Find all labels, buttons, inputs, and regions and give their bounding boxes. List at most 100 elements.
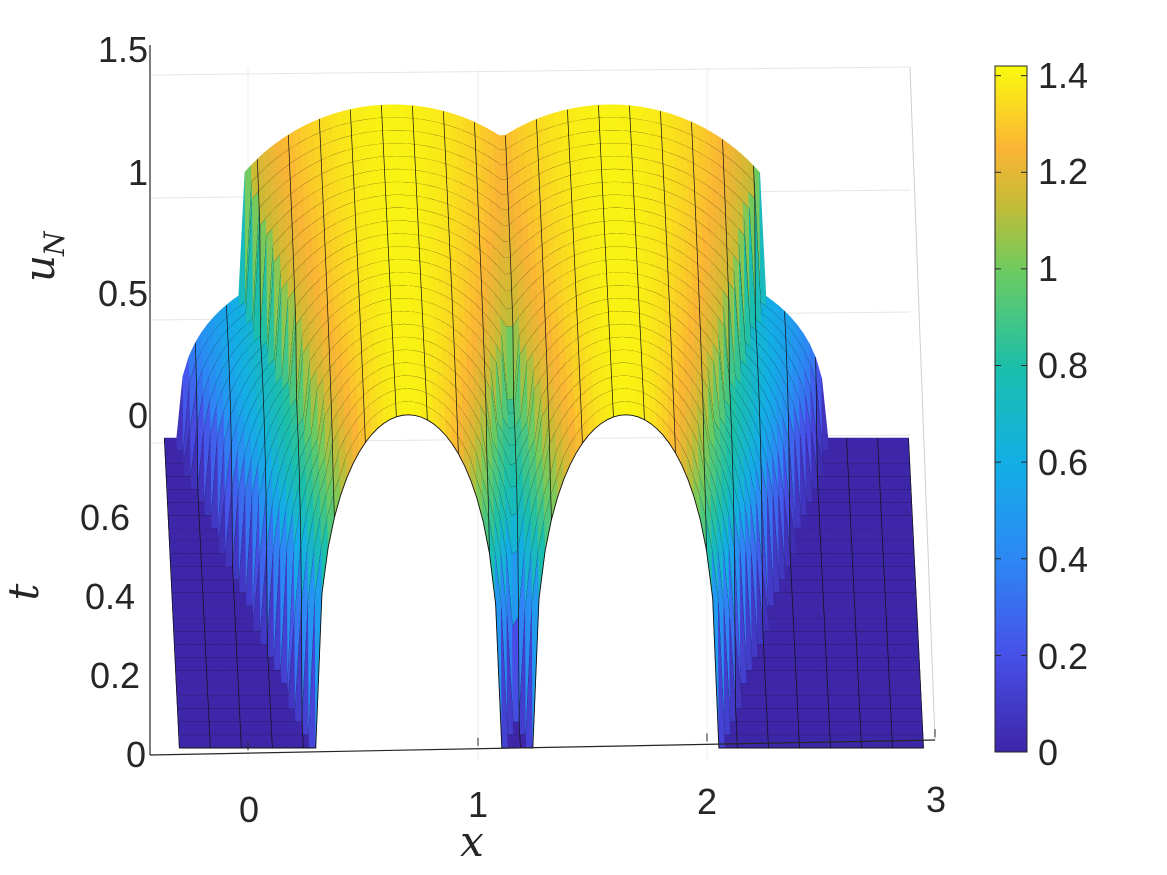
surface-patch xyxy=(620,311,628,325)
surface-patch xyxy=(840,708,849,723)
surface-patch xyxy=(660,110,668,127)
surface-patch xyxy=(846,437,854,452)
surface-patch xyxy=(419,261,428,277)
x-axis-label: x xyxy=(460,817,484,866)
surface-patch xyxy=(740,696,749,710)
surface-patch xyxy=(634,351,643,367)
surface-patch xyxy=(884,721,893,736)
surface-patch xyxy=(589,183,597,198)
surface-patch xyxy=(420,274,428,290)
surface-patch xyxy=(814,670,822,684)
surface-patch xyxy=(587,262,595,279)
surface-patch xyxy=(373,209,382,224)
surface-patch xyxy=(427,172,436,188)
surface-patch xyxy=(283,734,292,749)
mesh-line-t xyxy=(319,119,335,518)
surface-mesh xyxy=(163,104,924,749)
surface-patch xyxy=(869,528,877,542)
surface-patch xyxy=(858,553,866,568)
surface-patch xyxy=(188,683,196,697)
mesh-line-t xyxy=(908,437,924,749)
surface-patch xyxy=(619,169,628,184)
surface-patch xyxy=(384,299,392,315)
surface-patch xyxy=(420,145,428,160)
surface-patch xyxy=(410,324,418,339)
surface-patch xyxy=(648,134,657,150)
surface-patch xyxy=(504,273,512,292)
surface-patch xyxy=(379,195,387,210)
mesh-line-t xyxy=(474,122,490,554)
surface-patch xyxy=(624,130,632,145)
surface-patch xyxy=(863,541,872,555)
surface-patch xyxy=(845,683,854,697)
surface-patch xyxy=(353,173,361,190)
surface-patch xyxy=(854,605,862,620)
surface-patch xyxy=(893,644,901,658)
surface-patch xyxy=(799,631,808,645)
mesh-line-t xyxy=(381,105,397,417)
z-axis-ticks: 1.5 1 0.5 0 xyxy=(98,29,148,436)
surface-patch xyxy=(594,156,602,171)
surface-patch xyxy=(582,171,591,186)
surface-patch xyxy=(599,260,607,275)
surface-patch xyxy=(607,298,615,313)
t-tick-label: 0 xyxy=(126,734,146,775)
surface-patch xyxy=(394,259,403,274)
surface-patch xyxy=(268,683,277,697)
surface-patch xyxy=(850,644,858,658)
surface-patch xyxy=(799,618,807,633)
surface-patch xyxy=(247,631,256,645)
surface-patch xyxy=(398,207,406,222)
surface-patch xyxy=(861,618,869,633)
surface-patch xyxy=(729,721,738,736)
surface-patch xyxy=(834,708,842,723)
surface-patch xyxy=(653,109,662,125)
surface-patch xyxy=(637,274,645,290)
surface-patch xyxy=(842,618,851,633)
surface-patch xyxy=(232,696,240,710)
surface-patch xyxy=(877,450,886,465)
surface-patch xyxy=(617,130,626,145)
surface-patch xyxy=(433,160,441,177)
surface-patch xyxy=(191,489,199,503)
surface-patch xyxy=(841,592,849,607)
surface-patch xyxy=(630,389,638,405)
surface-patch xyxy=(841,463,849,478)
surface-patch xyxy=(752,683,761,697)
surface-patch xyxy=(214,721,223,736)
surface-patch xyxy=(822,463,831,478)
surface-patch xyxy=(862,515,870,529)
surface-patch xyxy=(204,644,213,658)
surface-patch xyxy=(883,566,891,581)
surface-patch xyxy=(897,463,905,478)
surface-patch xyxy=(740,683,748,697)
surface-patch xyxy=(753,696,761,710)
surface-patch xyxy=(742,721,750,736)
surface-patch xyxy=(390,298,398,313)
surface-patch xyxy=(767,734,776,749)
surface-patch xyxy=(240,618,249,633)
surface-patch xyxy=(820,670,828,684)
mesh-line-t xyxy=(629,105,645,420)
surface-patch xyxy=(897,592,905,607)
surface-patch xyxy=(183,579,191,594)
surface-patch xyxy=(172,605,180,620)
surface-patch xyxy=(600,273,608,288)
surface-patch xyxy=(859,463,868,478)
surface-patch xyxy=(874,502,882,516)
surface-patch xyxy=(866,592,874,607)
surface-patch xyxy=(795,541,803,555)
surface-patch xyxy=(595,169,603,184)
surface-patch xyxy=(618,259,626,274)
surface-patch xyxy=(379,208,388,223)
surface-patch xyxy=(265,734,273,749)
surface-patch xyxy=(892,502,901,516)
surface-patch xyxy=(593,274,602,290)
surface-patch xyxy=(879,489,888,503)
surface-patch xyxy=(408,156,416,171)
surface-patch xyxy=(174,657,183,671)
surface-patch xyxy=(765,683,773,697)
surface-patch xyxy=(267,657,276,671)
surface-patch xyxy=(395,156,404,170)
surface-patch xyxy=(823,618,832,633)
